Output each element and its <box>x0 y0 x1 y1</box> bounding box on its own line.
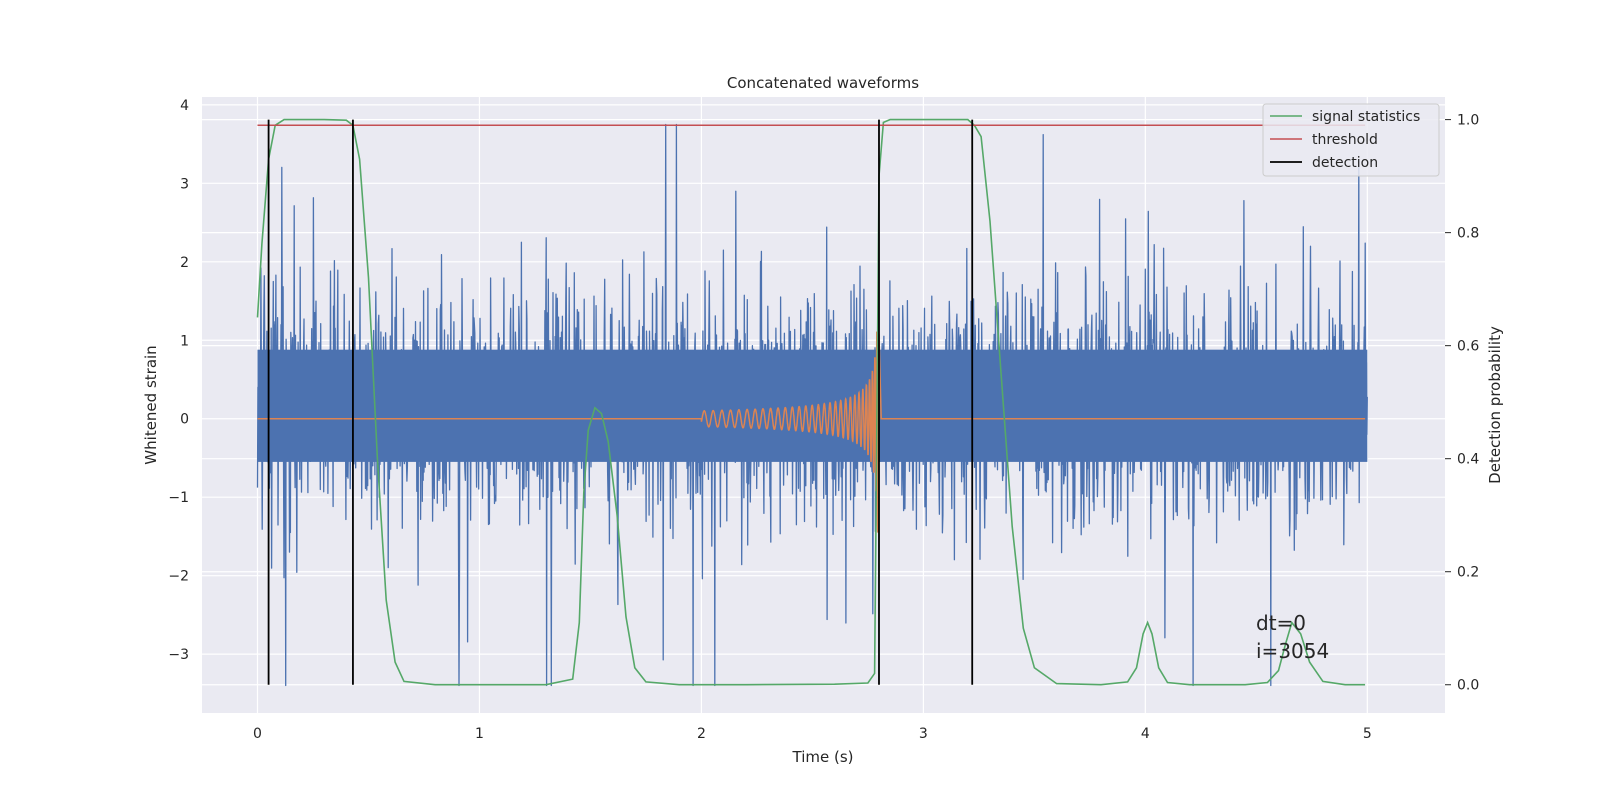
waveform-series <box>257 331 1366 533</box>
x-tick-label-3: 3 <box>919 726 928 742</box>
y-tick-label-6: 3 <box>180 176 189 192</box>
y-tick-label-4: 1 <box>180 333 189 349</box>
y2-tick-label-3: 0.6 <box>1457 339 1479 355</box>
annotation-dt: dt=0 <box>1256 611 1306 635</box>
y2-tick-label-0: 0.0 <box>1457 678 1479 694</box>
chart-title: Concatenated waveforms <box>727 74 919 92</box>
y2-tick-label-2: 0.4 <box>1457 452 1479 468</box>
legend: signal statistics threshold detection <box>1262 103 1440 177</box>
y-tick-label-3: 0 <box>180 412 189 428</box>
y-axis-label: Whitened strain <box>142 345 160 464</box>
y-tick-label-2: −1 <box>168 490 189 506</box>
legend-label-threshold: threshold <box>1312 132 1378 148</box>
y-axis-ticks: −3 −2 −1 0 1 2 3 4 <box>168 98 189 663</box>
x-tick-label-0: 0 <box>253 726 262 742</box>
y-tick-label-5: 2 <box>180 255 189 271</box>
annotation-index: i=3054 <box>1256 639 1329 663</box>
y2-tick-label-5: 1.0 <box>1457 113 1479 129</box>
y2-tick-label-1: 0.2 <box>1457 565 1479 581</box>
x-tick-label-4: 4 <box>1141 726 1150 742</box>
y-tick-label-7: 4 <box>180 98 189 114</box>
legend-label-signal-statistics: signal statistics <box>1312 109 1420 125</box>
x-tick-label-5: 5 <box>1363 726 1372 742</box>
y2-axis-label: Detection probability <box>1486 326 1504 484</box>
legend-box <box>1262 103 1440 177</box>
probability-series <box>256 118 1366 686</box>
y2-axis-ticks: 0.0 0.2 0.4 0.6 0.8 1.0 <box>1445 113 1479 694</box>
legend-label-detection: detection <box>1312 155 1378 171</box>
y-tick-label-0: −3 <box>168 647 189 663</box>
y2-tick-label-4: 0.8 <box>1457 226 1479 242</box>
signal-statistics-line <box>256 118 1366 686</box>
x-tick-label-2: 2 <box>697 726 706 742</box>
y-tick-label-1: −2 <box>168 569 189 585</box>
waveform-trace <box>257 331 1366 533</box>
x-tick-label-1: 1 <box>475 726 484 742</box>
x-axis-ticks: 0 1 2 3 4 5 <box>253 726 1372 742</box>
x-axis-label: Time (s) <box>792 748 854 766</box>
